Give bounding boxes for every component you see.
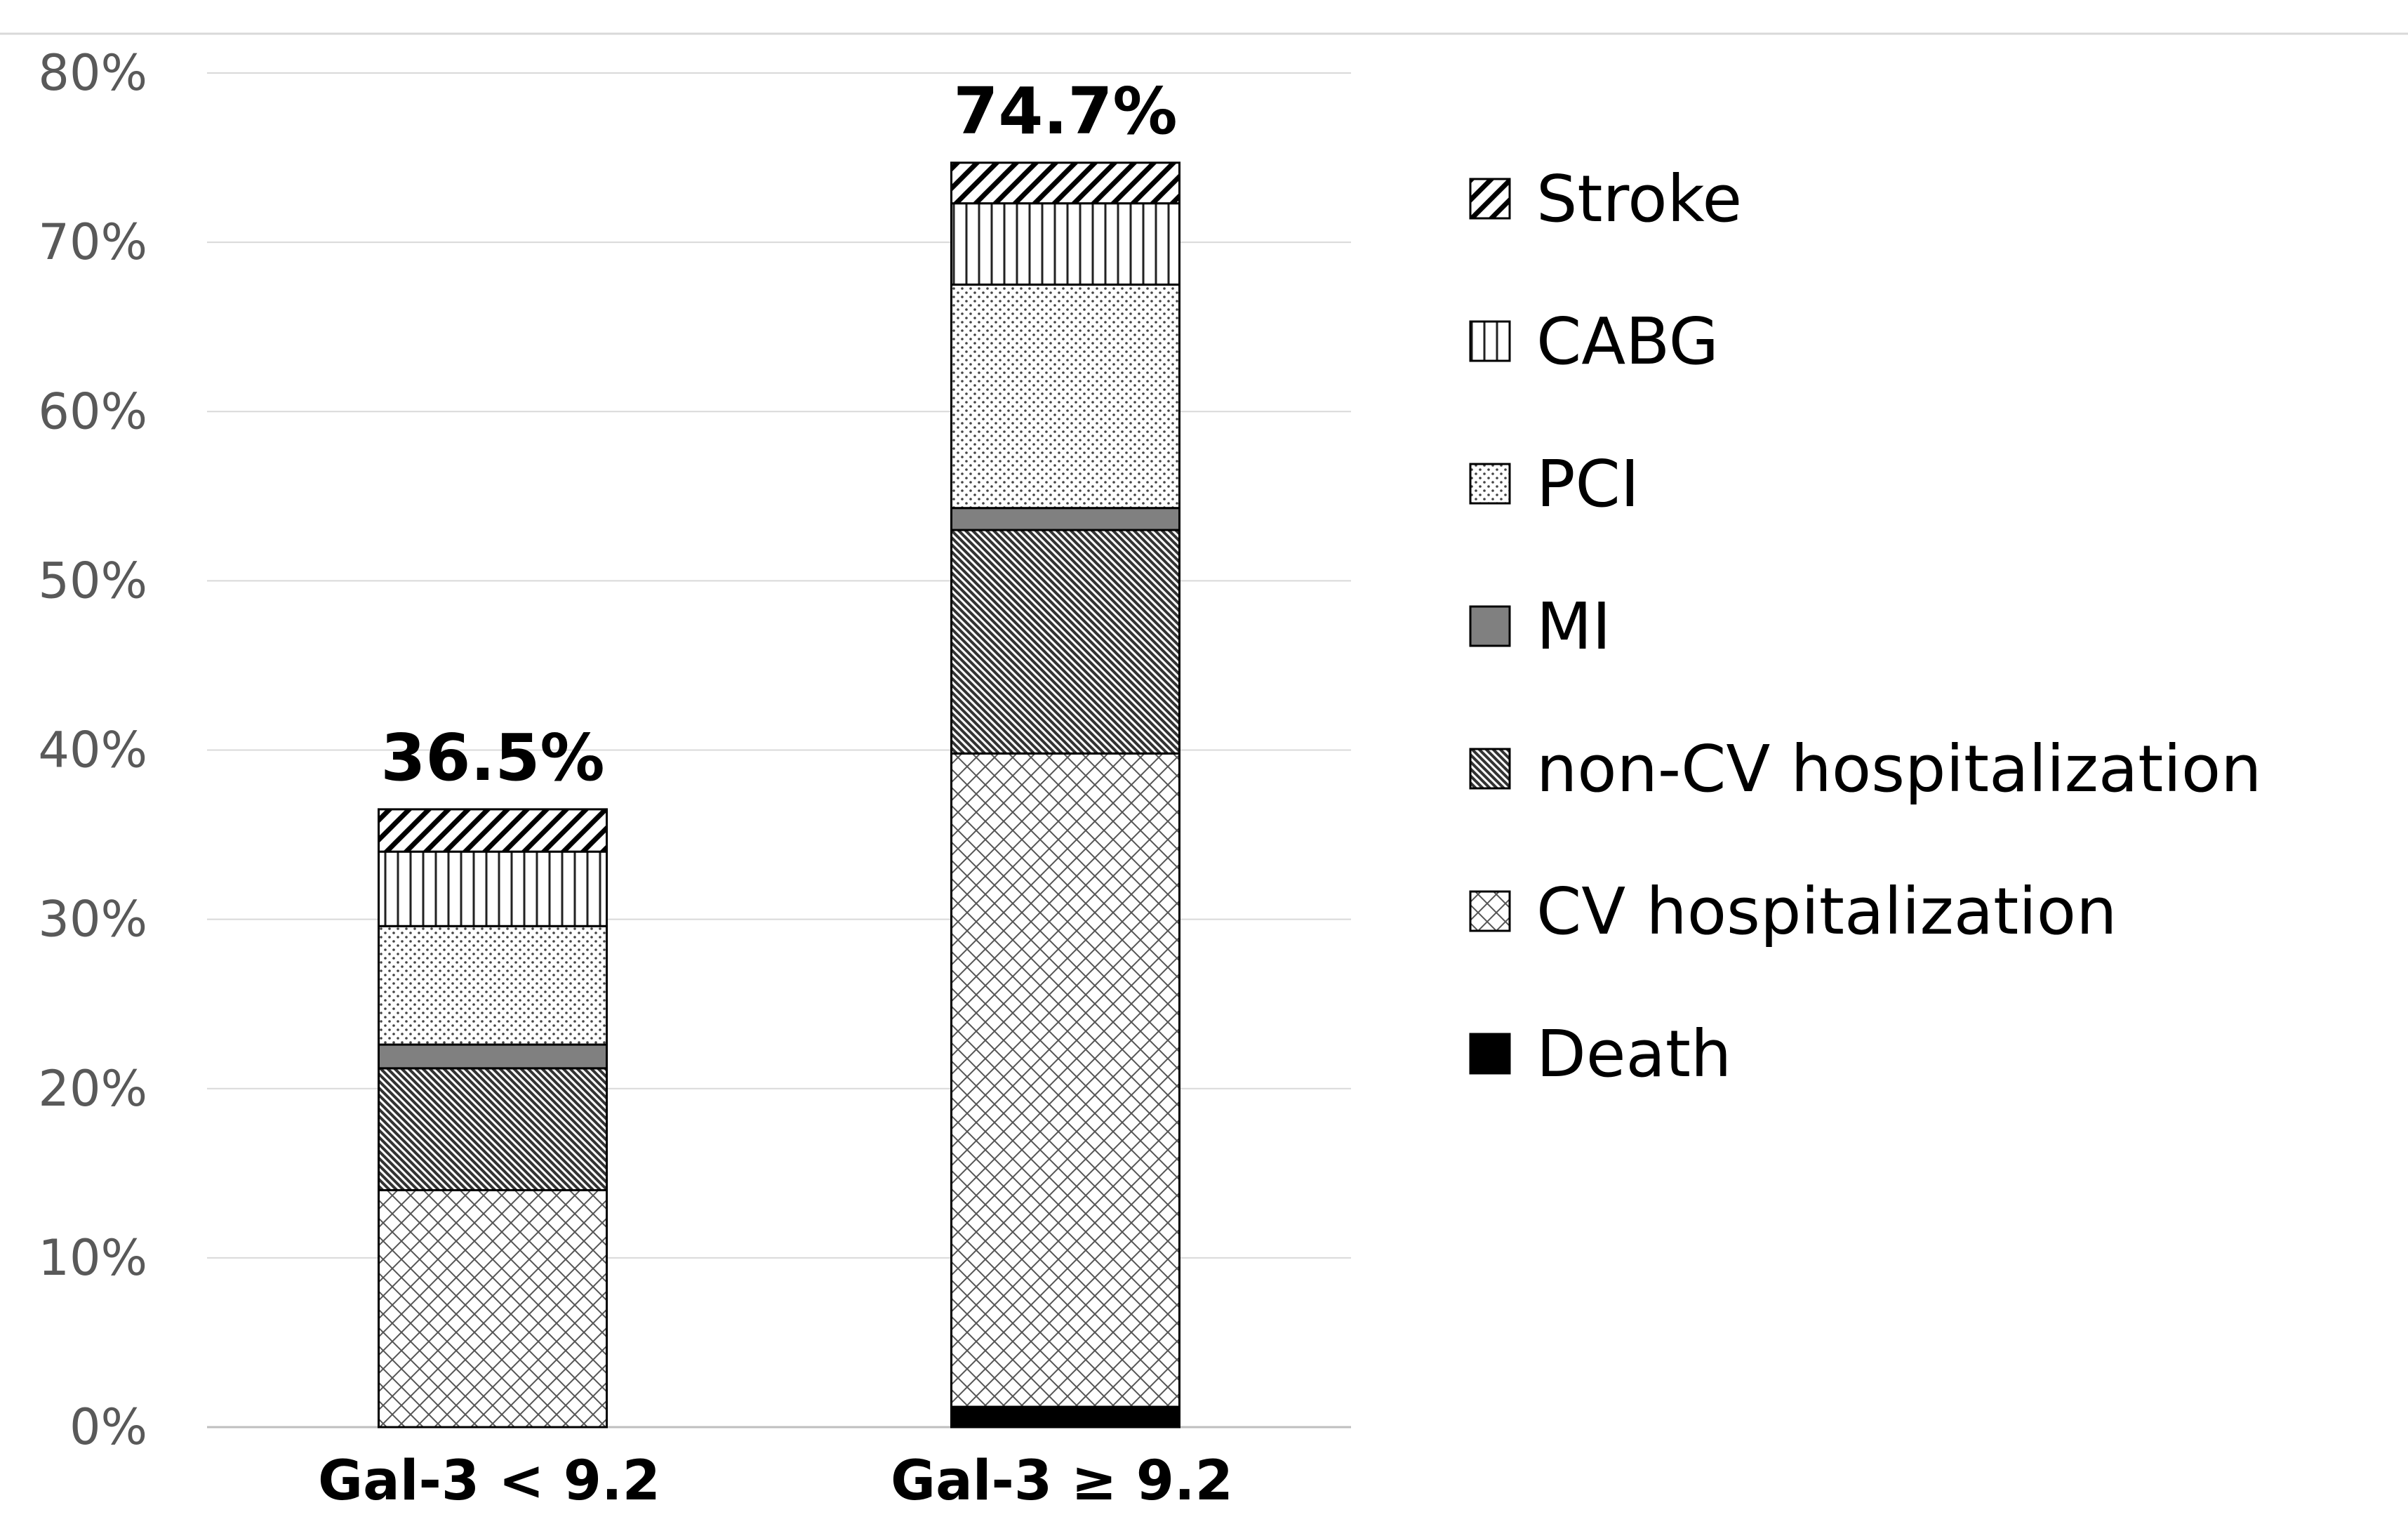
bar-segment-non-cv-hospitalization: [950, 529, 1180, 755]
bar-segment-pci: [378, 925, 608, 1046]
bar-segment-cv-hospitalization: [378, 1188, 608, 1429]
bar-segment-mi: [950, 507, 1180, 531]
legend-label: MI: [1536, 589, 1611, 664]
bar-segment-non-cv-hospitalization: [378, 1067, 608, 1191]
legend-swatch: [1469, 748, 1511, 790]
y-tick-label: 60%: [38, 383, 147, 440]
legend-label: Stroke: [1536, 161, 1742, 237]
legend-label: Death: [1536, 1016, 1731, 1092]
legend-swatch: [1469, 605, 1511, 647]
y-tick-label: 80%: [38, 44, 147, 102]
legend-label: CV hospitalization: [1536, 874, 2117, 949]
bar-segment-pci: [950, 283, 1180, 510]
x-category-label: Gal-3 < 9.2: [318, 1450, 660, 1513]
y-tick-label: 10%: [38, 1229, 147, 1287]
bars: [378, 161, 1180, 1429]
bar-total-label: 36.5%: [380, 720, 604, 795]
bar-segment-death: [950, 1405, 1180, 1429]
bar-segment-cabg: [378, 850, 608, 927]
y-tick-label: 70%: [38, 213, 147, 271]
y-tick-label: 30%: [38, 891, 147, 948]
legend-swatch: [1469, 1033, 1511, 1075]
legend-swatch: [1469, 320, 1511, 362]
legend-label: PCI: [1536, 446, 1639, 522]
legend-label: CABG: [1536, 304, 1719, 379]
bar-segment-cv-hospitalization: [950, 752, 1180, 1408]
y-tick-label: 0%: [69, 1398, 147, 1456]
bar-labels: 36.5% Gal-3 < 9.2 74.7% Gal-3 ≥ 9.2: [318, 74, 1233, 1513]
legend-swatch: [1469, 463, 1511, 505]
legend: Stroke CABG PCI MI non-CV hospitalization CV …: [1469, 161, 2261, 1092]
legend-label: non-CV hospitalization: [1536, 731, 2261, 807]
y-tick-label: 40%: [38, 722, 147, 779]
x-category-label: Gal-3 ≥ 9.2: [891, 1450, 1233, 1513]
legend-swatch: [1469, 890, 1511, 932]
y-tick-label: 20%: [38, 1060, 147, 1118]
y-tick-label: 50%: [38, 552, 147, 609]
y-axis-ticks: 0% 10% 20% 30% 40% 50% 60% 70% 80%: [38, 44, 147, 1456]
bar-segment-cabg: [950, 202, 1180, 286]
bar-segment-mi: [378, 1043, 608, 1070]
bar-segment-stroke: [950, 161, 1180, 205]
bar-segment-stroke: [378, 808, 608, 853]
legend-swatch: [1469, 178, 1511, 220]
bar-total-label: 74.7%: [953, 74, 1177, 149]
